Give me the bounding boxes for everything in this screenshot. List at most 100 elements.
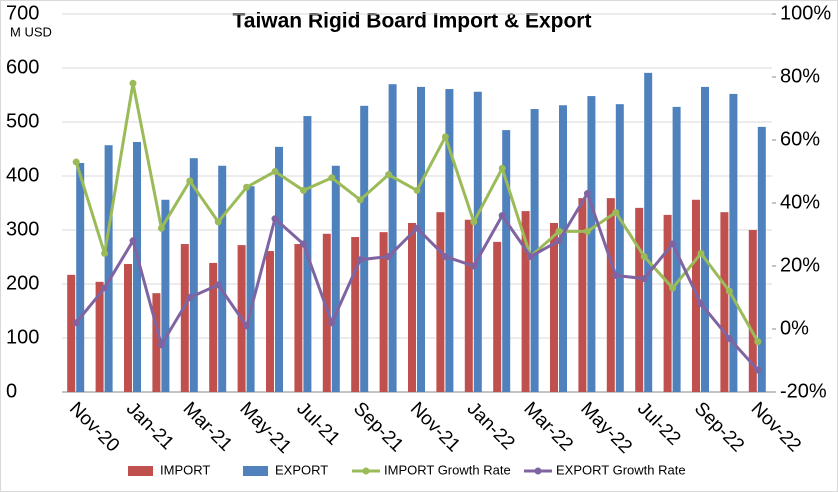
bar [104, 145, 113, 392]
bar [606, 198, 615, 392]
y2-tick-label: -20% [780, 380, 827, 402]
bar [408, 222, 416, 392]
point [754, 366, 762, 374]
bar [275, 146, 283, 392]
bar [331, 165, 340, 392]
bar [493, 241, 502, 392]
legend-label: EXPORT Growth Rate [556, 462, 686, 477]
point [697, 300, 705, 308]
legend-swatch [128, 466, 153, 476]
y-tick-label: 200 [6, 272, 39, 294]
bar [294, 244, 303, 392]
bar [635, 207, 644, 392]
bar [152, 293, 161, 392]
bar [246, 186, 255, 392]
bar [757, 126, 766, 393]
bar [502, 130, 511, 392]
y2-tick-label: 80% [780, 65, 820, 87]
bar [663, 214, 672, 392]
y2-tick-label: 20% [780, 254, 820, 276]
bar [550, 222, 558, 392]
y-tick-label: 0 [6, 380, 17, 402]
point [669, 284, 677, 292]
point [725, 334, 733, 342]
legend-label: IMPORT Growth Rate [384, 462, 511, 477]
point [697, 249, 705, 257]
y-tick-label: 100 [6, 326, 39, 348]
bar [133, 141, 141, 392]
point [527, 253, 535, 261]
bar [701, 86, 709, 393]
point [214, 218, 222, 226]
bar [124, 264, 132, 392]
point [356, 256, 364, 264]
point [271, 215, 279, 223]
point [243, 183, 251, 191]
y2-tick-label: 40% [780, 191, 820, 213]
bar [436, 212, 445, 392]
point [157, 224, 165, 232]
point [129, 237, 137, 245]
point [441, 133, 449, 141]
point [186, 294, 194, 301]
bar [445, 89, 454, 392]
bar [266, 251, 274, 392]
y-tick-label: 400 [6, 164, 39, 186]
point [441, 253, 449, 261]
point [498, 212, 506, 220]
point [640, 253, 648, 261]
bar [464, 219, 473, 392]
bar [218, 165, 227, 392]
point [72, 319, 80, 327]
point [555, 227, 563, 235]
bar [615, 104, 624, 393]
bar [578, 198, 587, 392]
bar [351, 237, 360, 392]
bar [748, 230, 757, 392]
point [214, 281, 222, 289]
point [669, 240, 677, 248]
point [328, 319, 336, 327]
legend-swatch [534, 467, 542, 475]
point [725, 287, 733, 295]
y2-tick-label: 60% [780, 128, 820, 150]
point [612, 208, 620, 216]
bar [388, 84, 397, 392]
point [101, 284, 109, 292]
bar [161, 199, 170, 392]
bar [209, 262, 218, 392]
point [385, 171, 393, 179]
bar [95, 281, 104, 392]
y2-tick-label: 100% [780, 2, 831, 24]
point [640, 275, 648, 283]
legend-label: EXPORT [275, 462, 328, 477]
point [243, 322, 251, 330]
bar [417, 86, 425, 393]
point [157, 341, 165, 349]
bar [521, 211, 530, 392]
point [328, 174, 336, 182]
point [413, 186, 421, 194]
point [612, 271, 620, 279]
point [72, 158, 80, 166]
point [470, 218, 478, 226]
bar [76, 163, 85, 392]
bar [67, 274, 76, 392]
y-tick-label: 500 [6, 110, 39, 132]
point [299, 186, 307, 194]
point [271, 168, 279, 175]
point [129, 79, 137, 87]
bar [473, 91, 482, 392]
point [356, 196, 364, 204]
legend-label: IMPORT [160, 462, 210, 477]
bar [720, 212, 729, 392]
point [583, 190, 591, 198]
y-tick-label: 700 [6, 2, 39, 24]
bar [729, 93, 738, 393]
bar [180, 244, 189, 392]
y-tick-label: 600 [6, 56, 39, 78]
y2-tick-label: 0% [780, 317, 809, 339]
legend-swatch [243, 466, 268, 476]
y-tick-label: 300 [6, 218, 39, 240]
